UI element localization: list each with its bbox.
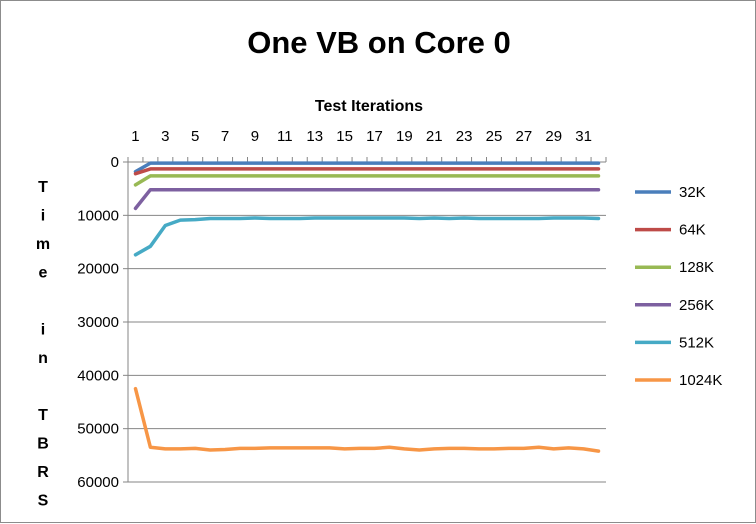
y-axis-title-char: m — [36, 236, 50, 253]
y-axis-title-char: n — [38, 350, 48, 367]
x-tick-label: 27 — [516, 128, 533, 145]
x-tick-label: 19 — [396, 128, 413, 145]
y-tick-label: 30000 — [77, 314, 119, 331]
x-tick-label: 9 — [251, 128, 259, 145]
legend-label-64k: 64K — [679, 222, 706, 239]
x-tick-label: 7 — [221, 128, 229, 145]
x-tick-label: 17 — [366, 128, 383, 145]
y-axis-title-char: i — [41, 322, 45, 339]
legend-label-32k: 32K — [679, 184, 706, 201]
legend: 32K 64K 128K 256K 512K 1024K — [635, 184, 722, 389]
y-tick-label: 20000 — [77, 261, 119, 278]
x-axis-title: Test Iterations — [315, 98, 423, 115]
chart-title: One VB on Core 0 — [247, 25, 511, 60]
series-lines — [133, 161, 601, 453]
series-line-256k — [133, 187, 601, 211]
y-tick-label: 0 — [111, 154, 119, 171]
x-tick-label: 15 — [336, 128, 353, 145]
x-tick-label: 23 — [456, 128, 473, 145]
y-axis-title-char: T — [38, 407, 48, 424]
series-line-512k — [133, 216, 601, 257]
series-line-128k — [133, 174, 601, 187]
x-tick-label: 3 — [161, 128, 169, 145]
series-line-1024k — [133, 386, 601, 453]
series-line-64k — [133, 167, 601, 176]
x-tick-label: 25 — [486, 128, 503, 145]
y-axis-title-char: T — [38, 179, 48, 196]
y-tick-labels: 0 10000 20000 30000 40000 50000 60000 — [77, 154, 119, 491]
x-tick-label: 13 — [306, 128, 323, 145]
x-tick-label: 21 — [426, 128, 443, 145]
y-axis-title-char: e — [39, 265, 48, 282]
y-tick-label: 10000 — [77, 207, 119, 224]
legend-label-256k: 256K — [679, 297, 714, 314]
series-line-32k — [133, 161, 601, 174]
axes — [127, 157, 607, 482]
y-axis-title-char: i — [41, 208, 45, 225]
legend-label-128k: 128K — [679, 259, 714, 276]
y-axis-title-char: B — [37, 436, 49, 453]
x-tick-label: 11 — [277, 128, 293, 145]
x-tick-label: 5 — [191, 128, 199, 145]
y-axis-title-char: R — [37, 464, 49, 481]
x-tick-labels: 1 3 5 7 9 11 13 15 17 19 21 23 25 27 29 31 — [131, 128, 592, 145]
y-tick-label: 40000 — [77, 367, 119, 384]
legend-label-512k: 512K — [679, 334, 714, 351]
y-tick-label: 50000 — [77, 421, 119, 438]
legend-label-1024k: 1024K — [679, 372, 722, 389]
x-tick-label: 31 — [575, 128, 592, 145]
y-tick-label: 60000 — [77, 474, 119, 491]
x-tick-label: 29 — [545, 128, 562, 145]
x-tick-label: 1 — [131, 128, 139, 145]
gridlines — [123, 161, 606, 483]
y-axis-title-char: S — [38, 493, 49, 510]
